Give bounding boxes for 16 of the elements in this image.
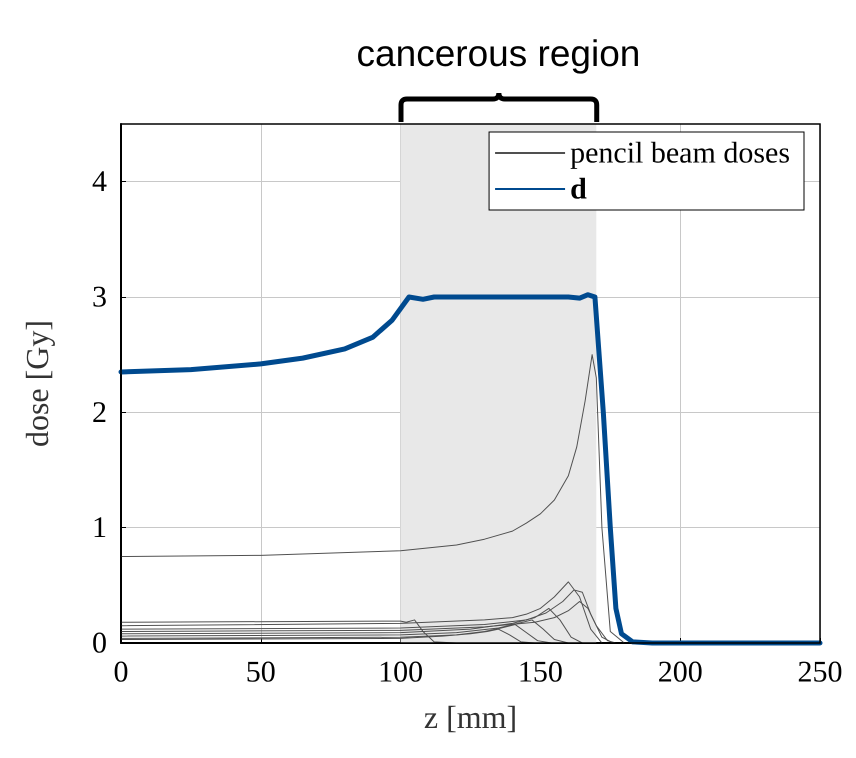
y-axis-title: dose [Gy] <box>19 320 55 448</box>
y-tick-label: 1 <box>92 511 107 544</box>
x-tick-label: 200 <box>658 656 703 688</box>
legend-label: pencil beam doses <box>570 136 790 170</box>
y-tick-label: 0 <box>92 626 107 660</box>
x-tick-label: 150 <box>518 656 563 688</box>
y-tick-label: 4 <box>92 165 107 198</box>
band-label: cancerous region <box>356 33 640 74</box>
x-tick-label: 0 <box>114 656 128 688</box>
x-tick-label: 250 <box>798 656 842 688</box>
y-tick-label: 2 <box>92 396 107 429</box>
x-tick-label: 50 <box>246 656 276 688</box>
x-axis-title: z [mm] <box>424 699 518 735</box>
legend-label: d <box>570 172 588 206</box>
x-tick-label: 100 <box>378 656 424 688</box>
y-tick-label: 3 <box>92 280 107 314</box>
